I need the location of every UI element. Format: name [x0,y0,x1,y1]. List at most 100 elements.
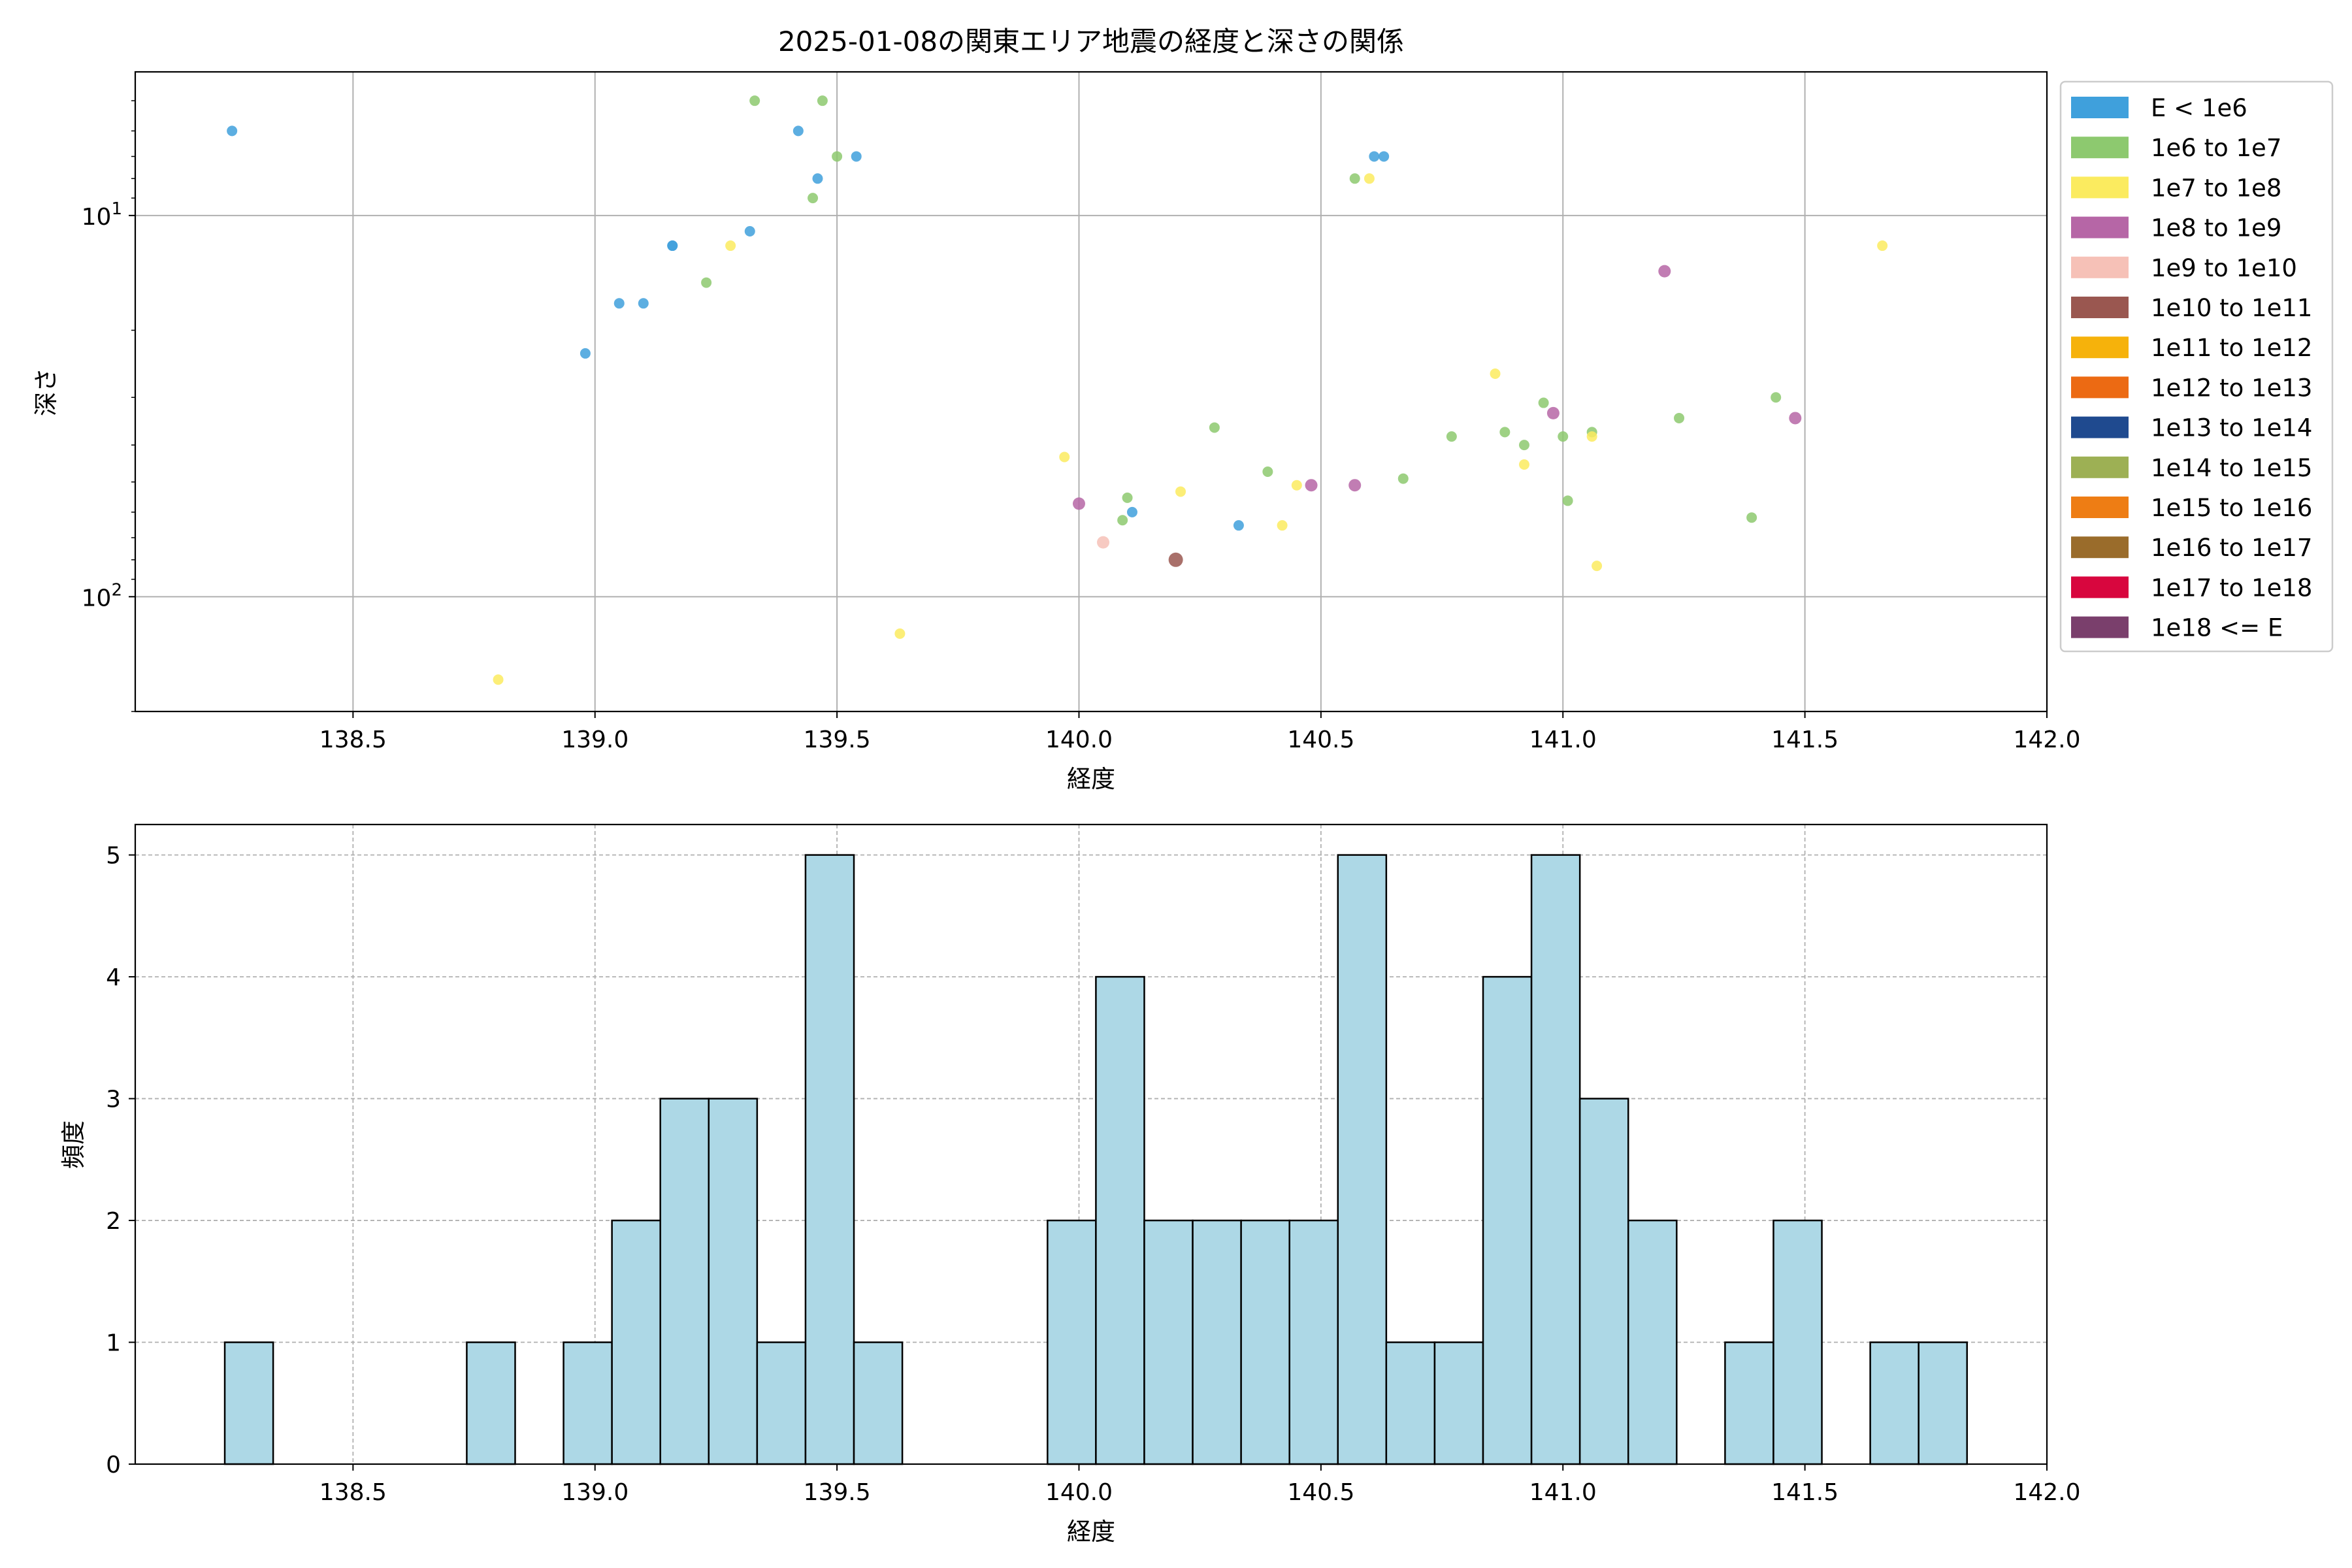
scatter-point [1126,506,1137,517]
scatter-point [832,151,843,162]
scatter-point [812,173,823,184]
histogram-bar [1918,1341,1968,1465]
histogram-panel: 138.5 139.0 139.5 140.0 140.5 141.0 141.5 142.0… [59,823,2081,1546]
histogram-bar [1047,1219,1097,1465]
histogram-x-tick-label: 141.5 [1771,1479,1838,1506]
scatter-point [851,151,862,162]
histogram-x-tick-label: 140.0 [1045,1479,1113,1506]
scatter-point [1097,536,1110,549]
legend-swatch [2071,576,2129,598]
scatter-point [1518,459,1529,470]
scatter-x-tick-label: 141.5 [1771,727,1838,753]
histogram-bar [1385,1341,1436,1465]
histogram-bar [223,1341,274,1465]
scatter-x-tick-label: 141.0 [1529,727,1597,753]
histogram-x-tick-label: 139.0 [561,1479,629,1506]
histogram-bar [1433,1341,1484,1465]
scatter-point [1072,497,1085,510]
scatter-point [1369,151,1380,162]
scatter-point [1592,561,1603,572]
histogram-x-tick-label: 142.0 [2013,1479,2080,1506]
histogram-bar [611,1219,661,1465]
legend-label: 1e12 to 1e13 [2151,374,2312,402]
scatter-point [1658,265,1671,278]
legend-swatch [2071,297,2129,318]
scatter-grid [135,72,2048,711]
scatter-x-tick-label: 138.5 [319,727,387,753]
scatter-point [701,277,712,288]
scatter-point [1877,240,1888,252]
scatter-point [1538,397,1549,408]
scatter-y-tick-label: 102 [82,580,122,612]
legend-swatch [2071,536,2129,559]
histogram-bar [1095,975,1145,1465]
scatter-point [1233,520,1244,531]
histogram-plot-frame [134,823,2048,1465]
scatter-point [749,95,760,106]
histogram-bar [708,1098,759,1465]
scatter-point [808,193,819,204]
scatter-point [744,225,755,237]
histogram-bars [223,854,1968,1465]
scatter-point [817,95,828,106]
legend-swatch [2071,176,2129,199]
histogram-x-axis-label: 経度 [1067,1518,1115,1546]
scatter-point [1349,173,1360,184]
histogram-bar [1482,975,1533,1465]
histogram-bar [1627,1219,1678,1465]
scatter-point [1586,431,1597,442]
legend-swatch [2071,497,2129,518]
legend-swatch [2071,456,2129,478]
scatter-plot-area [135,72,2047,711]
scatter-point [725,240,736,252]
histogram-bar [563,1341,613,1465]
scatter-title: 2025-01-08の関東エリア地震の経度と深さの関係 [778,25,1404,57]
scatter-point [1558,431,1569,442]
scatter-point [638,298,649,309]
scatter-x-tick-label: 139.5 [804,727,871,753]
legend-label: 1e10 to 1e11 [2151,294,2312,322]
histogram-bar [1724,1341,1774,1465]
histogram-y-tick-label: 3 [106,1086,121,1113]
histogram-y-tick-label: 5 [106,843,121,870]
scatter-point [1122,492,1133,503]
legend-frame [2059,80,2334,653]
legend-label: 1e15 to 1e16 [2151,494,2312,522]
legend-label: 1e8 to 1e9 [2151,214,2281,242]
legend-label: 1e11 to 1e12 [2151,334,2312,362]
scatter-point [1562,495,1573,506]
scatter-point [1490,368,1501,379]
histogram-x-tick-label: 138.5 [319,1479,387,1506]
scatter-point [1059,451,1070,463]
scatter-point [1364,173,1375,184]
scatter-point [613,298,625,309]
scatter-point [1446,431,1457,442]
scatter-point [227,125,238,137]
scatter-x-tick-label: 140.5 [1287,727,1354,753]
histogram-bar [1530,854,1581,1465]
histogram-y-tick-label: 0 [106,1452,121,1478]
legend-swatch [2071,416,2129,438]
scatter-plot-frame [134,71,2048,713]
histogram-bar [1143,1219,1194,1465]
scatter-point [1291,480,1302,491]
scatter-points [227,95,1888,685]
scatter-y-tick-label: 101 [82,199,122,231]
histogram-bar [1578,1098,1629,1465]
scatter-point [1262,466,1273,478]
scatter-point [792,125,804,137]
histogram-bar [466,1341,516,1465]
scatter-point [667,240,678,252]
legend-swatch [2071,137,2129,159]
scatter-point [1348,479,1362,492]
scatter-y-axis-label: 深さ [32,368,60,416]
scatter-x-tick-label: 139.0 [561,727,629,753]
legend-label: 1e7 to 1e8 [2151,174,2281,202]
histogram-bar [659,1098,710,1465]
histogram-y-tick-label: 1 [106,1330,121,1357]
scatter-point [1771,392,1782,403]
histogram-bar [853,1341,904,1465]
histogram-x-tick-label: 140.5 [1287,1479,1354,1506]
legend-swatch [2071,97,2129,118]
